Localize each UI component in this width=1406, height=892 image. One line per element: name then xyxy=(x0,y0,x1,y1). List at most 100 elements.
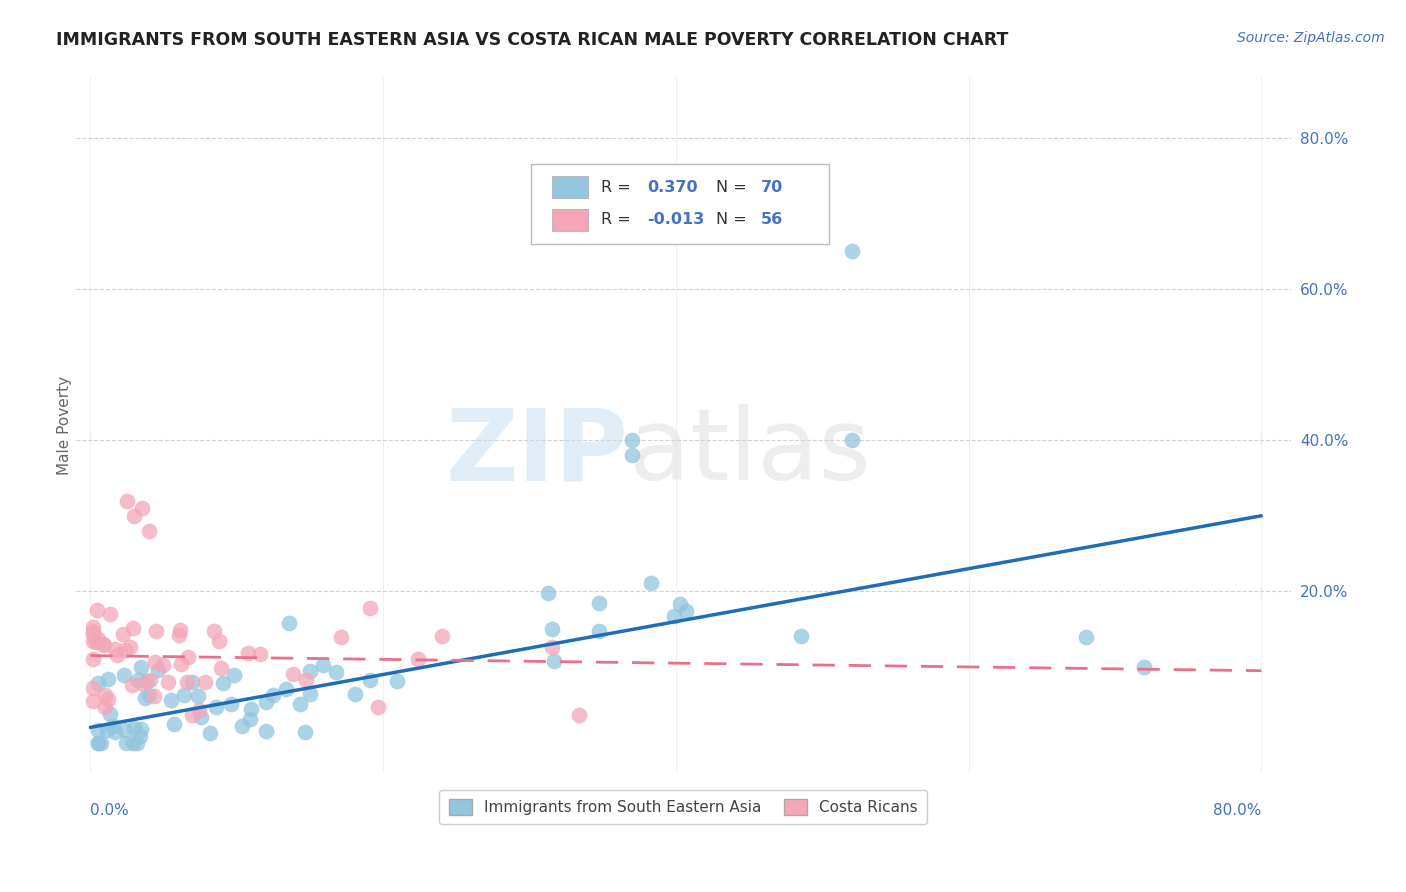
Point xyxy=(281,667,304,681)
Point xyxy=(187,689,209,703)
Point xyxy=(620,434,643,448)
Point xyxy=(537,585,560,599)
FancyBboxPatch shape xyxy=(531,164,830,244)
Point xyxy=(167,628,190,642)
Point xyxy=(1074,630,1097,644)
Text: -0.013: -0.013 xyxy=(647,212,704,227)
Text: Source: ZipAtlas.com: Source: ZipAtlas.com xyxy=(1237,31,1385,45)
Point xyxy=(125,735,148,749)
Point xyxy=(841,434,863,448)
Point xyxy=(104,641,127,656)
Text: ZIP: ZIP xyxy=(446,404,628,501)
Point xyxy=(343,686,366,700)
Point xyxy=(1133,660,1156,674)
Point xyxy=(112,627,135,641)
Point xyxy=(211,660,233,674)
Point xyxy=(541,640,564,655)
Point xyxy=(87,735,110,749)
Point xyxy=(180,707,202,722)
Point xyxy=(254,694,277,708)
Point xyxy=(298,664,321,678)
Point xyxy=(294,725,316,739)
Point xyxy=(93,638,115,652)
Point xyxy=(254,724,277,739)
Text: 0.0%: 0.0% xyxy=(90,803,129,818)
Point xyxy=(87,723,110,737)
Point xyxy=(128,729,150,743)
Text: N =: N = xyxy=(716,212,752,227)
Point xyxy=(194,675,217,690)
Point xyxy=(543,654,565,668)
Point xyxy=(114,735,136,749)
Point xyxy=(82,624,104,638)
Point xyxy=(96,723,118,738)
Point xyxy=(181,675,204,690)
Point xyxy=(662,609,685,624)
Point xyxy=(124,508,146,523)
Point xyxy=(204,624,226,639)
Point xyxy=(568,708,591,723)
Point xyxy=(177,650,200,665)
Point xyxy=(84,635,107,649)
Point xyxy=(93,688,115,702)
Point xyxy=(294,673,316,687)
Point xyxy=(239,712,262,726)
Text: R =: R = xyxy=(600,180,636,194)
Point xyxy=(115,493,138,508)
Point xyxy=(139,673,162,687)
Point xyxy=(205,700,228,714)
Point xyxy=(170,657,193,671)
Point xyxy=(385,673,408,688)
Y-axis label: Male Poverty: Male Poverty xyxy=(58,376,72,475)
Point xyxy=(540,623,562,637)
Legend: Immigrants from South Eastern Asia, Costa Ricans: Immigrants from South Eastern Asia, Cost… xyxy=(440,790,927,824)
Point xyxy=(136,674,159,689)
Point xyxy=(112,668,135,682)
Text: 0.370: 0.370 xyxy=(647,180,697,194)
Point xyxy=(640,576,662,591)
Point xyxy=(330,630,353,644)
Point xyxy=(198,725,221,739)
Point xyxy=(124,721,146,735)
Point xyxy=(138,524,160,538)
Point xyxy=(212,676,235,690)
Point xyxy=(249,647,271,661)
Point xyxy=(82,681,104,695)
Point xyxy=(312,658,335,673)
Point xyxy=(91,637,114,651)
Point xyxy=(97,672,120,686)
Point xyxy=(219,697,242,711)
Point xyxy=(790,629,813,643)
Point xyxy=(145,624,167,639)
Point xyxy=(94,700,117,714)
Point xyxy=(176,674,198,689)
Text: R =: R = xyxy=(600,212,636,227)
Text: IMMIGRANTS FROM SOUTH EASTERN ASIA VS COSTA RICAN MALE POVERTY CORRELATION CHART: IMMIGRANTS FROM SOUTH EASTERN ASIA VS CO… xyxy=(56,31,1008,49)
Point xyxy=(231,719,253,733)
Point xyxy=(262,688,284,702)
Point xyxy=(188,702,211,716)
Point xyxy=(87,735,110,749)
Point xyxy=(277,616,299,631)
Point xyxy=(131,501,153,516)
Point xyxy=(82,620,104,634)
Point xyxy=(675,604,697,618)
Text: atlas: atlas xyxy=(628,404,870,501)
Point xyxy=(118,640,141,655)
Point xyxy=(157,674,180,689)
Point xyxy=(82,652,104,666)
Point xyxy=(105,648,128,662)
Point xyxy=(620,448,643,462)
Point xyxy=(298,687,321,701)
Point xyxy=(146,663,169,677)
Point xyxy=(114,723,136,738)
Point xyxy=(430,629,453,643)
Bar xyxy=(553,209,589,231)
Point xyxy=(162,717,184,731)
Point xyxy=(222,668,245,682)
Point xyxy=(152,658,174,673)
Text: 80.0%: 80.0% xyxy=(1213,803,1261,818)
Point xyxy=(122,621,145,635)
Point xyxy=(129,660,152,674)
Point xyxy=(143,690,166,704)
